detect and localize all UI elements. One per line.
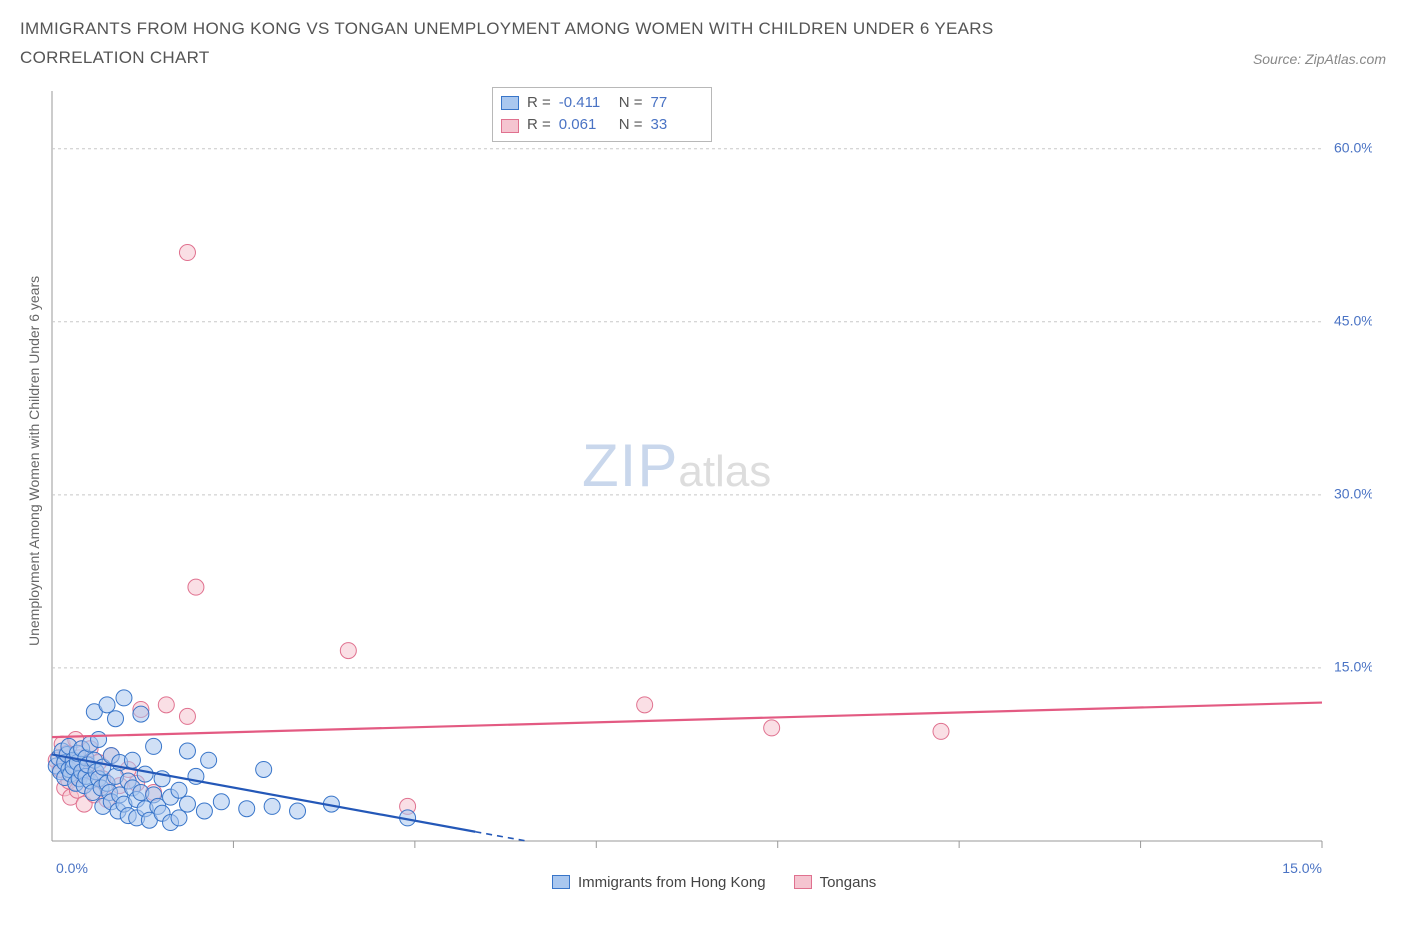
svg-text:15.0%: 15.0% — [1282, 860, 1322, 876]
r-label: R = — [527, 114, 551, 137]
svg-text:30.0%: 30.0% — [1334, 485, 1372, 501]
n-label: N = — [619, 114, 643, 137]
series-legend: Immigrants from Hong Kong Tongans — [552, 874, 876, 891]
r-value: -0.411 — [559, 92, 611, 115]
legend-label: Immigrants from Hong Kong — [578, 874, 766, 891]
series-swatch — [501, 96, 519, 110]
legend-item: Immigrants from Hong Kong — [552, 874, 766, 891]
series-swatch — [552, 875, 570, 889]
trend-hk-dashed — [475, 832, 526, 841]
source-label: Source: ZipAtlas.com — [1253, 51, 1386, 73]
legend-item: Tongans — [794, 874, 877, 891]
svg-text:15.0%: 15.0% — [1334, 658, 1372, 674]
series-tongan — [48, 244, 949, 814]
svg-text:0.0%: 0.0% — [56, 860, 88, 876]
stats-legend-box: R = -0.411 N = 77 R = 0.061 N = 33 — [492, 87, 712, 142]
legend-label: Tongans — [820, 874, 877, 891]
r-label: R = — [527, 92, 551, 115]
series-hk — [48, 690, 415, 831]
stats-row: R = 0.061 N = 33 — [501, 114, 703, 137]
trend-tongan — [52, 702, 1322, 737]
n-label: N = — [619, 92, 643, 115]
stats-row: R = -0.411 N = 77 — [501, 92, 703, 115]
series-swatch — [501, 119, 519, 133]
n-value: 33 — [651, 114, 703, 137]
scatter-plot: 15.0% 30.0% 45.0% 60.0% 0.0% 15.0% — [42, 81, 1372, 911]
r-value: 0.061 — [559, 114, 611, 137]
plot-container: 15.0%30.0%45.0%60.0%0.0%15.0% ZIPatlas R… — [42, 81, 1386, 911]
y-axis-label: Unemployment Among Women with Children U… — [20, 81, 42, 841]
chart-title: IMMIGRANTS FROM HONG KONG VS TONGAN UNEM… — [20, 15, 1120, 73]
n-value: 77 — [651, 92, 703, 115]
svg-text:45.0%: 45.0% — [1334, 312, 1372, 328]
svg-text:60.0%: 60.0% — [1334, 139, 1372, 155]
series-swatch — [794, 875, 812, 889]
